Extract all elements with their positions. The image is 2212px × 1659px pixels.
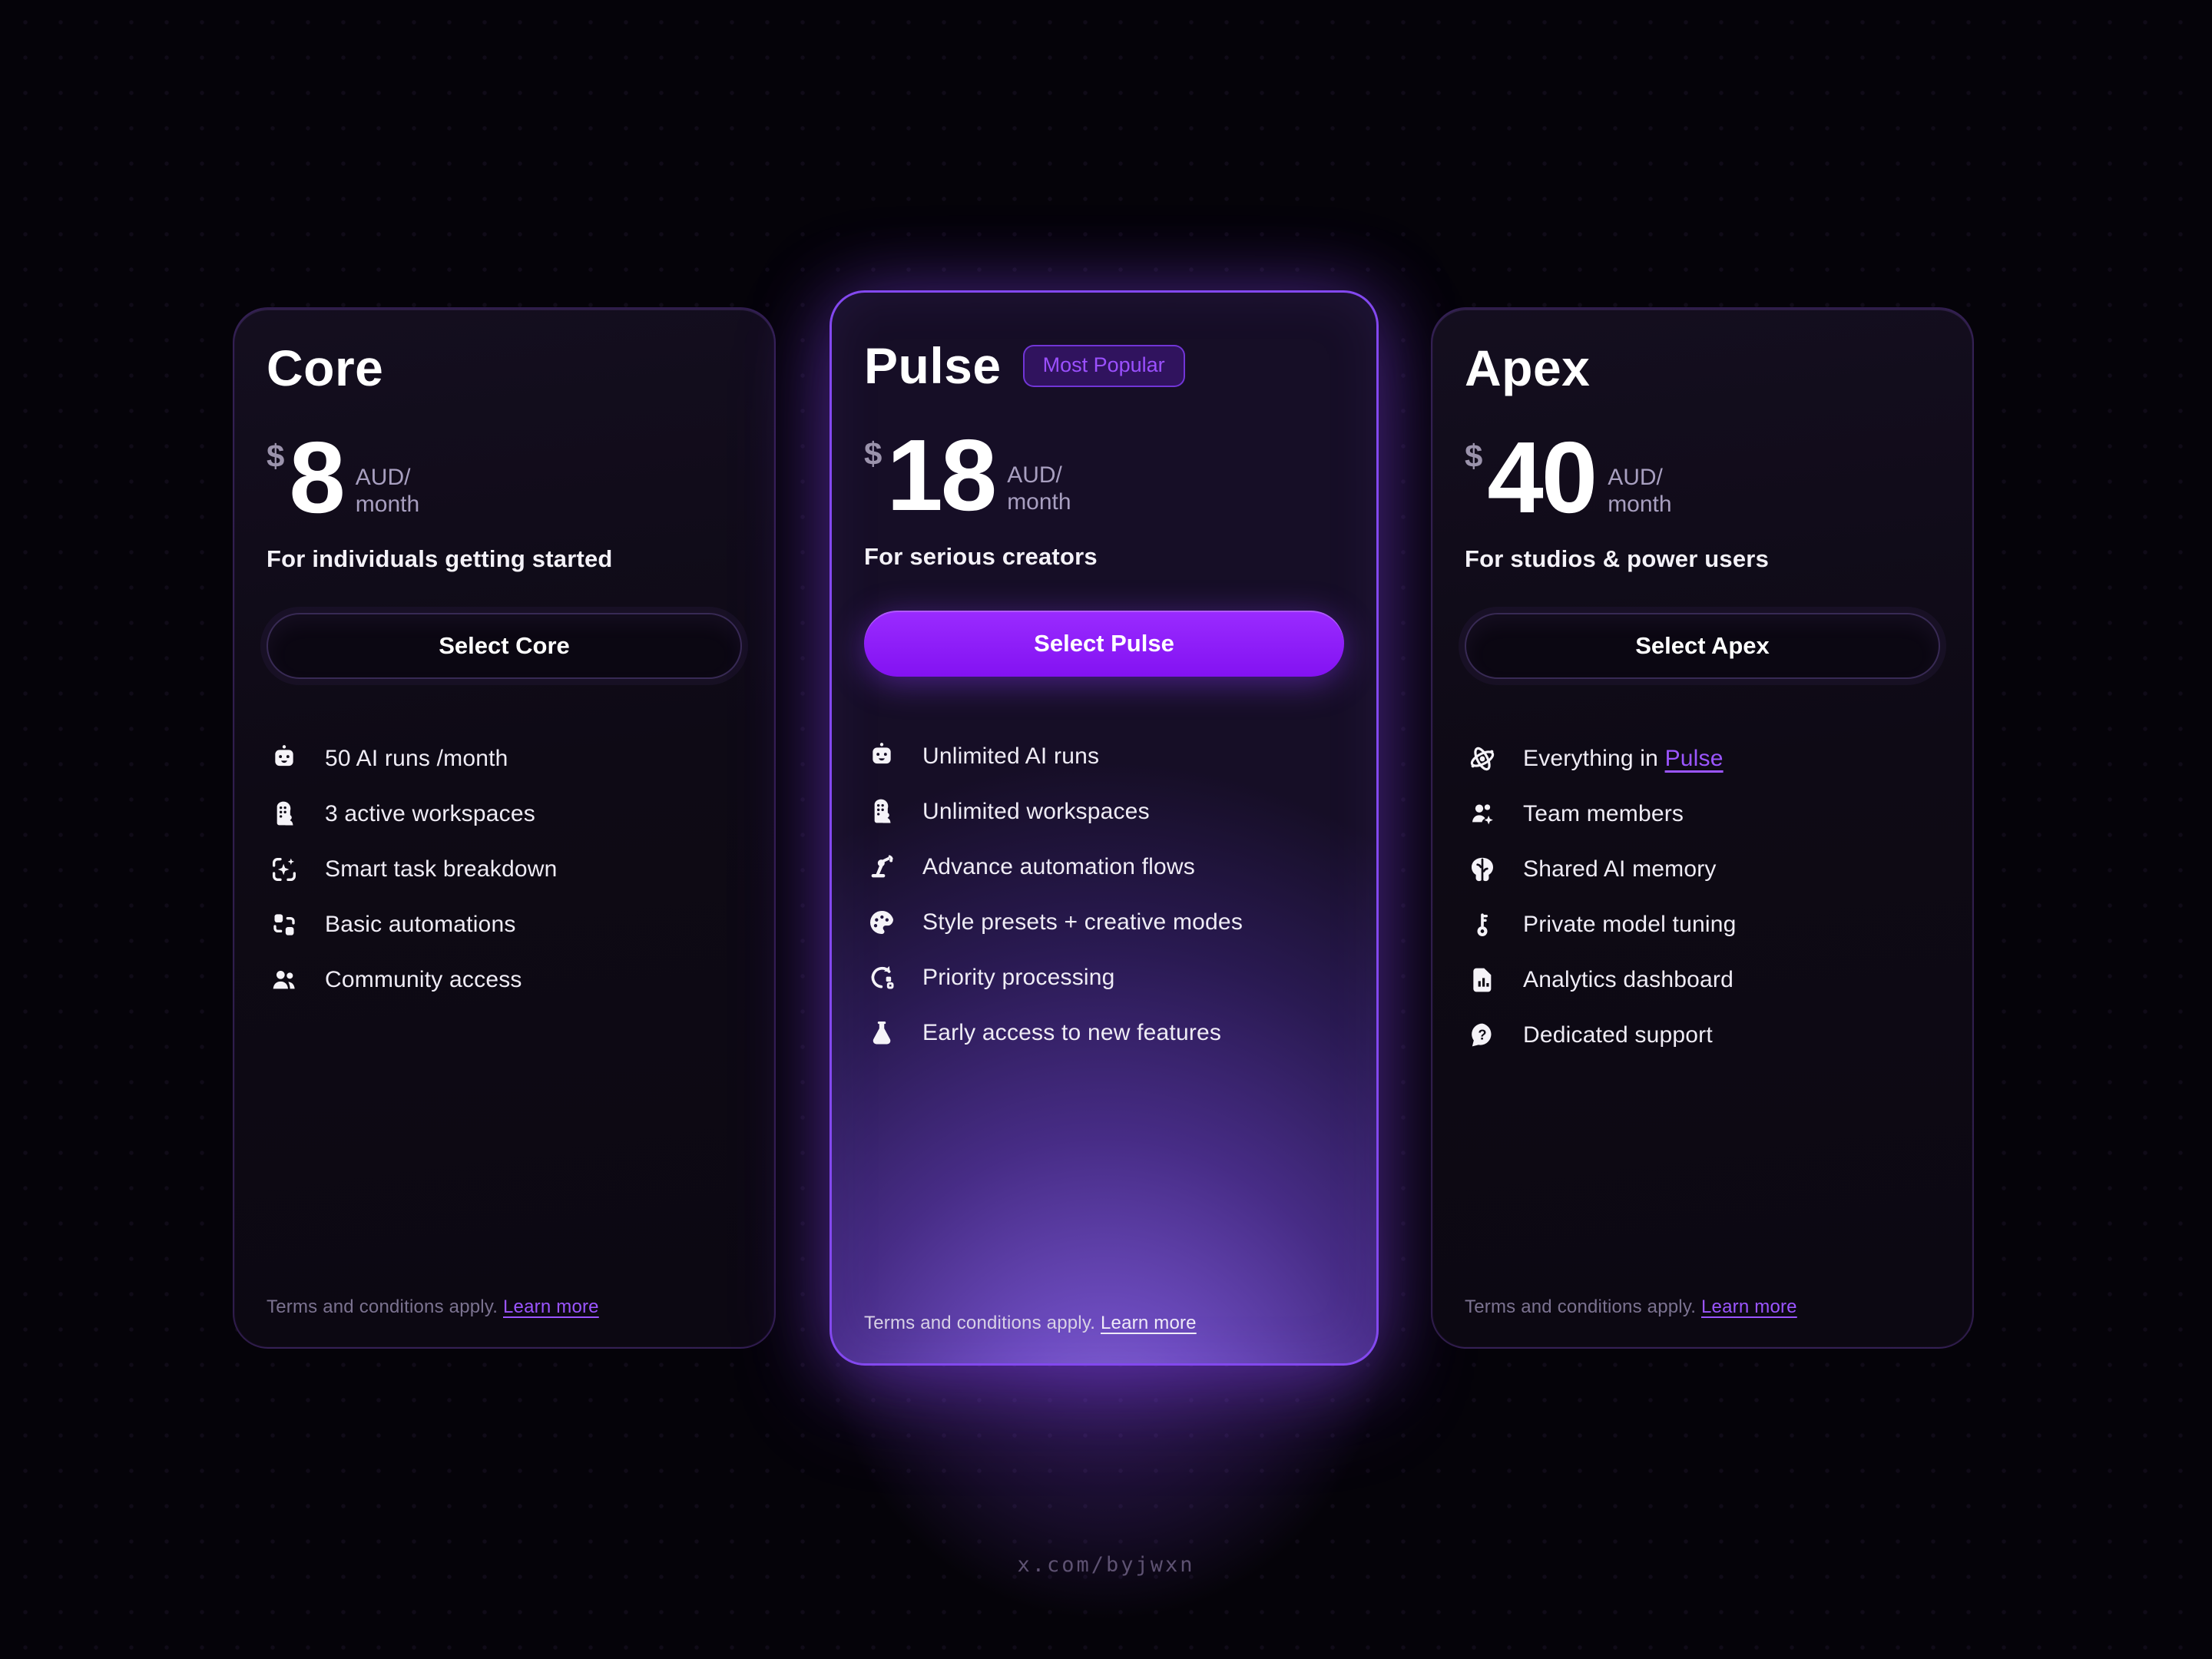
- terms-note: Terms and conditions apply. Learn more: [267, 1296, 599, 1317]
- workspace-building-icon: [864, 796, 899, 827]
- currency-symbol: $: [864, 435, 882, 472]
- key-icon: [1465, 909, 1500, 940]
- learn-more-link[interactable]: Learn more: [1701, 1296, 1797, 1317]
- watermark: x.com/byjwxn: [1017, 1553, 1195, 1577]
- plan-name-apex: Apex: [1465, 339, 1591, 396]
- pricing-card-apex: Apex $ 40 AUD/ month For studios & power…: [1431, 307, 1974, 1349]
- automation-shapes-icon: [267, 909, 302, 940]
- plan-description: For individuals getting started: [267, 545, 613, 572]
- feature-item: Advance automation flows: [864, 839, 1344, 895]
- brain-icon: [1465, 854, 1500, 885]
- feature-item: 3 active workspaces: [267, 786, 742, 842]
- palette-icon: [864, 907, 899, 938]
- feature-item: Everything in Pulse: [1465, 731, 1940, 786]
- community-people-icon: [267, 965, 302, 995]
- robot-arm-icon: [864, 852, 899, 882]
- price-amount: 40: [1487, 421, 1598, 534]
- select-pulse-button[interactable]: Select Pulse: [864, 611, 1344, 677]
- team-sparkle-icon: [1465, 799, 1500, 830]
- feature-item: Style presets + creative modes: [864, 895, 1344, 950]
- select-core-button[interactable]: Select Core: [267, 613, 742, 679]
- currency-symbol: $: [1465, 438, 1483, 474]
- plan-description: For studios & power users: [1465, 545, 1770, 572]
- analytics-doc-icon: [1465, 965, 1500, 995]
- feature-item: Private model tuning: [1465, 897, 1940, 952]
- feature-list-apex: Everything in Pulse Team members Shared …: [1465, 731, 1940, 1063]
- feature-item: ? Dedicated support: [1465, 1008, 1940, 1063]
- feature-item: Unlimited AI runs: [864, 729, 1344, 784]
- feature-list-pulse: Unlimited AI runs Unlimited workspaces A…: [864, 729, 1344, 1061]
- select-apex-button[interactable]: Select Apex: [1465, 613, 1940, 679]
- price-apex: $ 40 AUD/ month: [1465, 421, 1940, 534]
- workspace-building-icon: [267, 799, 302, 830]
- price-unit: AUD/ month: [1007, 462, 1071, 515]
- feature-item: Early access to new features: [864, 1005, 1344, 1061]
- feature-item: Community access: [267, 952, 742, 1008]
- plan-description: For serious creators: [864, 543, 1098, 570]
- support-chat-icon: ?: [1465, 1020, 1500, 1051]
- currency-symbol: $: [267, 438, 285, 474]
- plan-name-pulse: Pulse: [864, 337, 1002, 394]
- feature-item: Team members: [1465, 786, 1940, 842]
- price-core: $ 8 AUD/ month: [267, 421, 742, 534]
- pricing-card-core: Core $ 8 AUD/ month For individuals gett…: [233, 307, 776, 1349]
- feature-list-core: 50 AI runs /month 3 active workspaces Sm…: [267, 731, 742, 1008]
- svg-text:?: ?: [1478, 1026, 1486, 1042]
- feature-item: Analytics dashboard: [1465, 952, 1940, 1008]
- feature-item: Priority processing: [864, 950, 1344, 1005]
- plan-name-core: Core: [267, 339, 384, 396]
- feature-item: Smart task breakdown: [267, 842, 742, 897]
- price-amount: 8: [289, 421, 345, 534]
- price-pulse: $ 18 AUD/ month: [864, 419, 1344, 531]
- learn-more-link[interactable]: Learn more: [1101, 1313, 1197, 1333]
- pricing-card-pulse: Pulse Most Popular $ 18 AUD/ month For s…: [830, 290, 1379, 1366]
- price-unit: AUD/ month: [355, 465, 420, 518]
- price-unit: AUD/ month: [1608, 465, 1672, 518]
- feature-item: Basic automations: [267, 897, 742, 952]
- price-amount: 18: [886, 419, 997, 531]
- smart-sparkle-scan-icon: [267, 854, 302, 885]
- feature-item: Shared AI memory: [1465, 842, 1940, 897]
- atom-icon: [1465, 743, 1500, 774]
- most-popular-badge: Most Popular: [1022, 344, 1185, 387]
- terms-note: Terms and conditions apply. Learn more: [1465, 1296, 1797, 1317]
- feature-item: Unlimited workspaces: [864, 784, 1344, 839]
- pulse-plan-link[interactable]: Pulse: [1664, 746, 1724, 771]
- priority-sync-icon: [864, 962, 899, 993]
- feature-item: 50 AI runs /month: [267, 731, 742, 786]
- robot-icon: [267, 743, 302, 774]
- robot-icon: [864, 741, 899, 772]
- learn-more-link[interactable]: Learn more: [503, 1296, 599, 1317]
- flask-icon: [864, 1018, 899, 1048]
- terms-note: Terms and conditions apply. Learn more: [864, 1313, 1197, 1333]
